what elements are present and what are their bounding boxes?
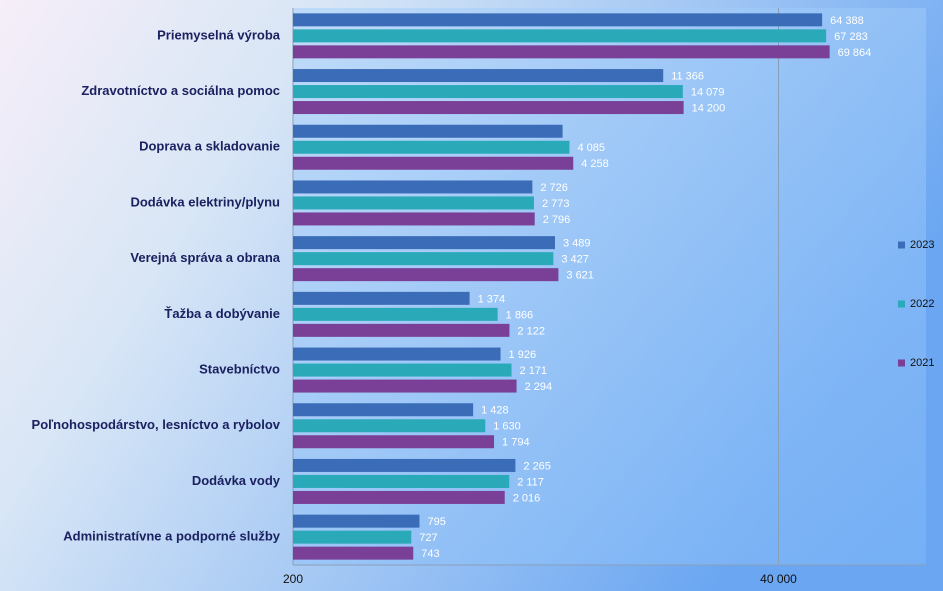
bar [293, 268, 559, 282]
category-label: Doprava a skladovanie [139, 139, 280, 154]
data-label: 2 016 [513, 492, 541, 504]
bar [293, 236, 555, 250]
category-label: Priemyselná výroba [157, 27, 281, 42]
bar [293, 45, 830, 59]
bar [293, 291, 470, 305]
bar [293, 474, 510, 488]
data-label: 1 866 [506, 309, 534, 321]
data-label: 4 258 [581, 158, 609, 170]
bar [293, 180, 533, 194]
data-label: 3 621 [566, 270, 594, 282]
bar [293, 419, 486, 433]
data-label: 743 [421, 548, 439, 560]
bar [293, 13, 823, 27]
bar [293, 140, 570, 154]
data-label: 2 265 [523, 460, 551, 472]
data-label: 14 079 [691, 86, 725, 98]
bar [293, 347, 501, 361]
bar [293, 307, 498, 321]
data-label: 2 171 [520, 365, 548, 377]
x-tick-label: 40 000 [760, 572, 797, 586]
data-label: 4 085 [577, 142, 605, 154]
plot-area [293, 8, 926, 565]
data-label: 3 427 [561, 254, 589, 266]
bar [293, 546, 414, 560]
data-label: 795 [427, 516, 445, 528]
category-label: Verejná správa a obrana [130, 250, 280, 265]
bar [293, 379, 517, 393]
data-label: 1 794 [502, 437, 530, 449]
legend-label: 2021 [910, 357, 934, 369]
data-label: 11 366 [671, 70, 704, 82]
category-label: Dodávka vody [192, 473, 281, 488]
bar [293, 490, 505, 504]
data-label: 2 726 [540, 182, 568, 194]
data-label: 727 [419, 532, 437, 544]
data-label: 1 374 [478, 293, 506, 305]
bar [293, 323, 510, 337]
bar [293, 530, 412, 544]
category-label: Dodávka elektriny/plynu [130, 194, 280, 209]
bar [293, 101, 684, 115]
data-label: 1 926 [509, 349, 537, 361]
bar [293, 124, 563, 138]
legend-swatch [898, 359, 905, 367]
bar [293, 363, 512, 377]
data-label: 2 117 [517, 476, 544, 488]
data-label: 67 283 [834, 31, 868, 43]
data-label: 2 294 [525, 381, 553, 393]
bar [293, 514, 420, 528]
data-label: 2 773 [542, 198, 570, 210]
category-label: Administratívne a podporné služby [63, 529, 280, 544]
legend-label: 2022 [910, 298, 934, 310]
data-label: 14 200 [692, 102, 726, 114]
legend-label: 2023 [910, 239, 934, 251]
bar [293, 212, 535, 226]
x-tick-label: 200 [283, 572, 303, 586]
data-label: 64 388 [830, 15, 864, 27]
data-label: 1 630 [493, 421, 521, 433]
bar [293, 85, 683, 99]
category-label: Poľnohospodárstvo, lesníctvo a rybolov [32, 417, 281, 432]
data-label: 3 489 [563, 238, 591, 250]
data-label: 2 122 [517, 325, 545, 337]
data-label: 69 864 [838, 47, 872, 59]
bar [293, 196, 534, 210]
bar [293, 435, 495, 449]
bar [293, 29, 827, 43]
data-label: 1 428 [481, 405, 509, 417]
legend-swatch [898, 241, 905, 249]
legend-swatch [898, 300, 905, 308]
bar [293, 458, 516, 472]
category-label: Zdravotníctvo a sociálna pomoc [81, 83, 280, 98]
bar [293, 156, 574, 170]
bar [293, 252, 554, 266]
category-label: Stavebníctvo [199, 361, 280, 376]
data-label: 2 796 [543, 214, 571, 226]
category-label: Ťažba a dobývanie [164, 306, 280, 321]
bar [293, 69, 664, 83]
bar [293, 403, 474, 417]
